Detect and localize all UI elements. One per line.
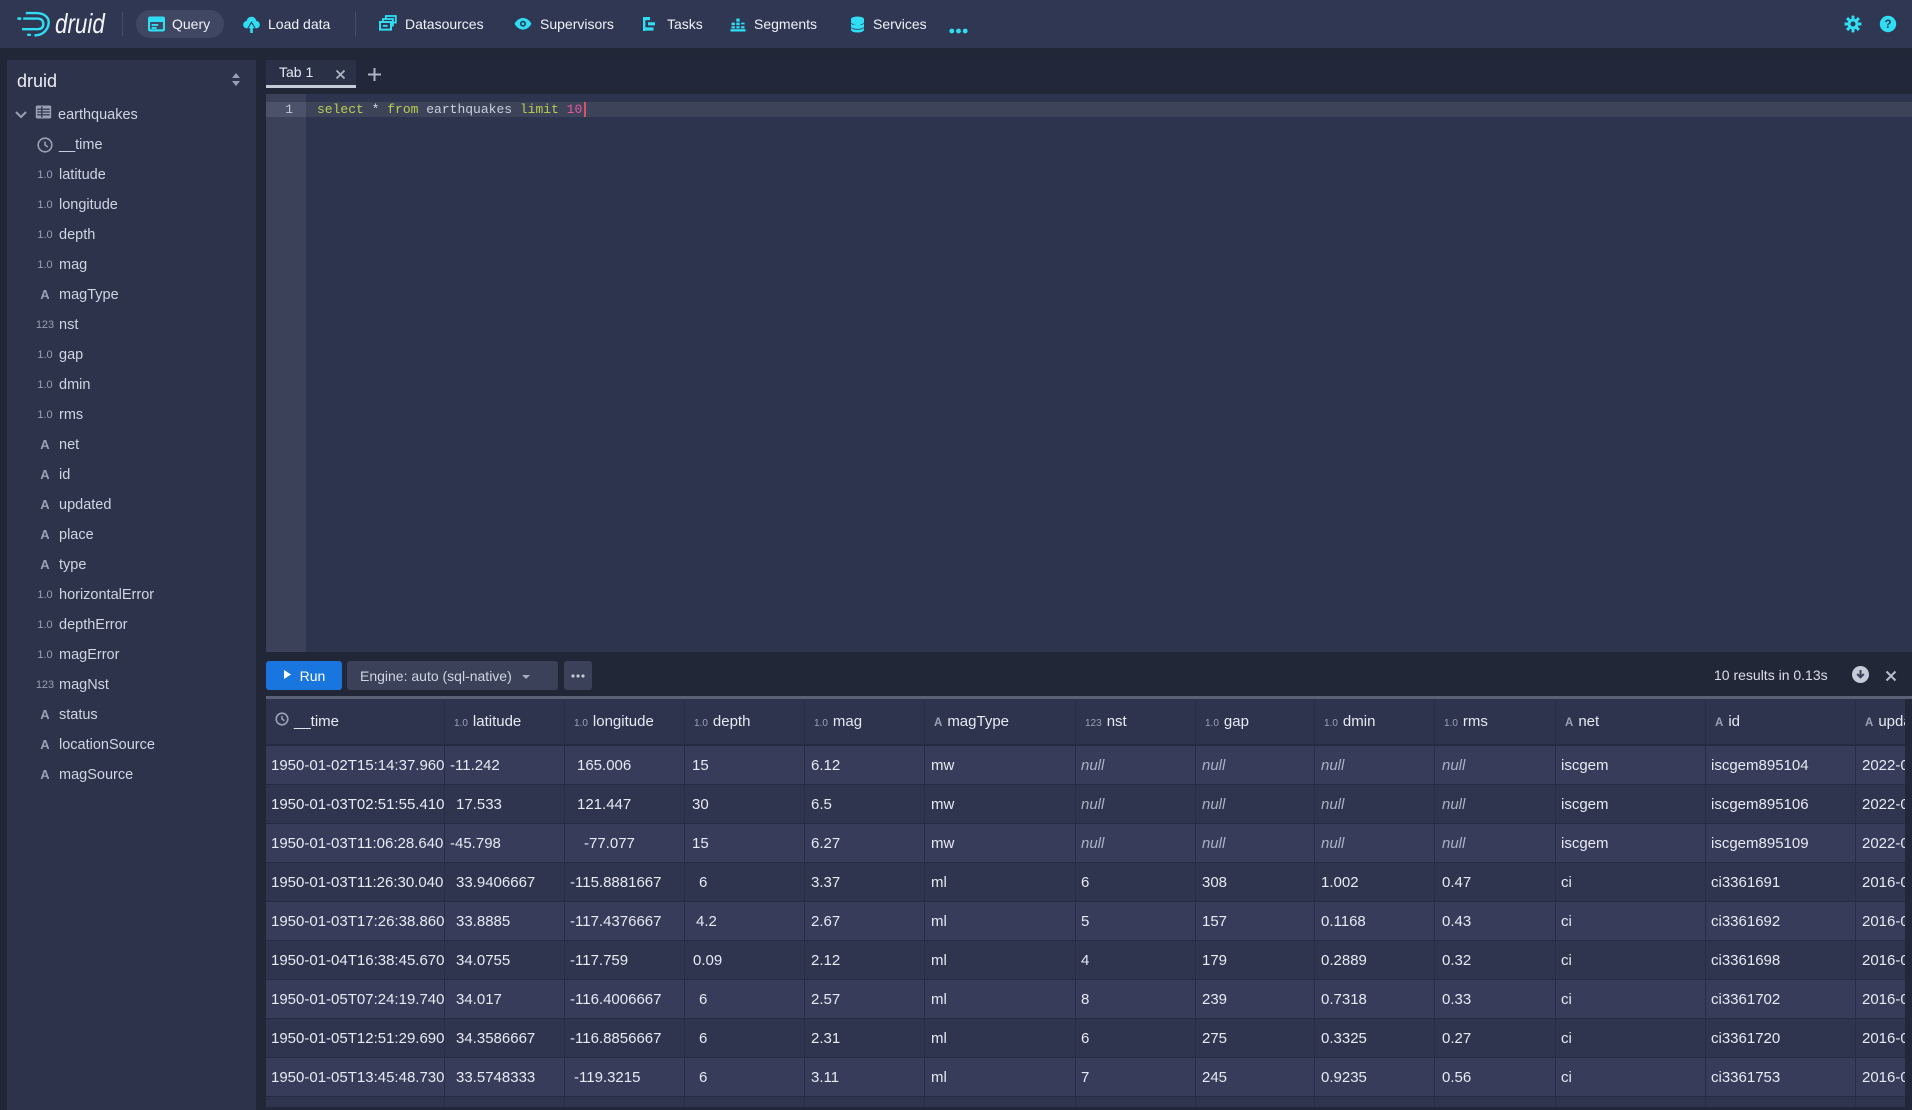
svg-text:?: ?	[1884, 19, 1891, 31]
